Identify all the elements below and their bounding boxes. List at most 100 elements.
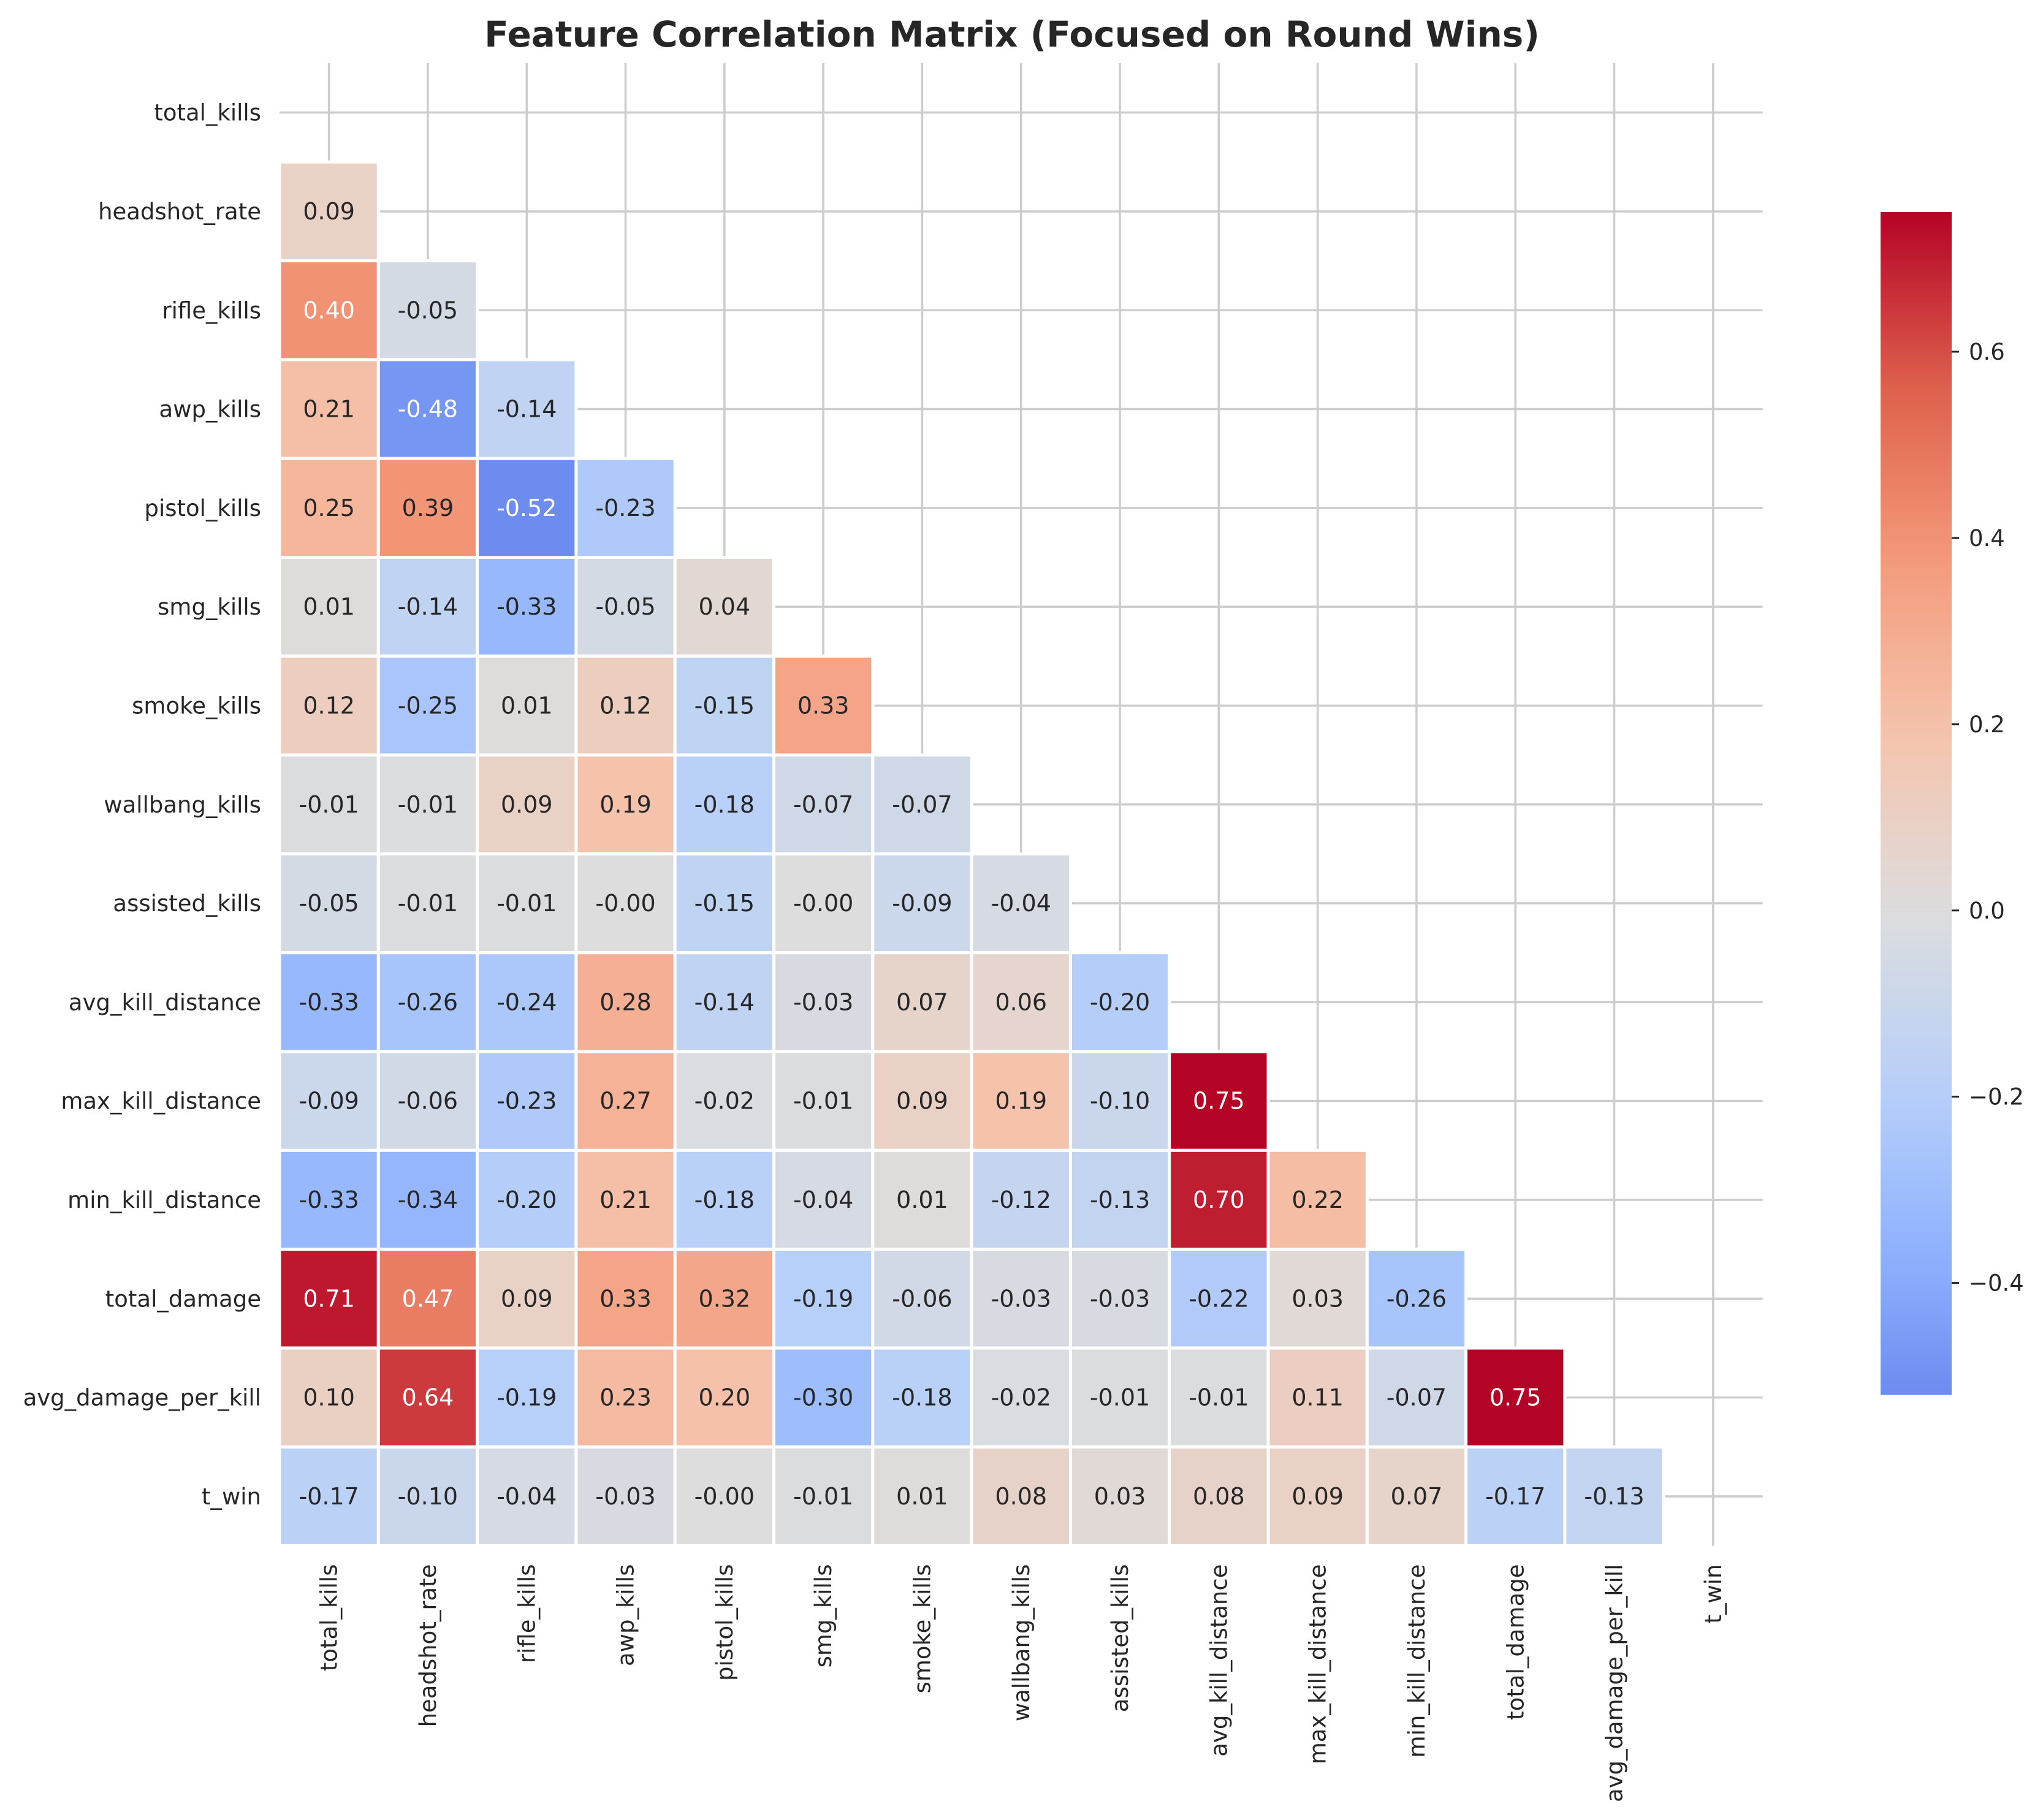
heatmap-cell (871, 1346, 973, 1449)
cell-value-label: -0.12 (991, 1186, 1051, 1213)
heatmap-cell (1068, 951, 1171, 1053)
cell-value-label: 0.20 (699, 1384, 751, 1411)
cell-value-label: 0.01 (303, 593, 355, 620)
cell-value-label: -0.14 (694, 988, 755, 1015)
colorbar-tick-label: 0.2 (1969, 711, 2005, 738)
cell-value-label: -0.01 (793, 1088, 853, 1115)
cell-value-label: 0.33 (599, 1285, 652, 1312)
cell-value-label: -0.10 (398, 1483, 458, 1510)
cell-value-label: -0.07 (793, 791, 853, 818)
cell-value-label: -0.23 (496, 1088, 557, 1115)
cell-value-label: 0.21 (303, 396, 355, 423)
heatmap-cell (574, 457, 677, 559)
colorbar-tick-label: 0.6 (1969, 339, 2005, 365)
cell-value-label: 0.11 (1292, 1384, 1344, 1411)
y-tick-label: rifle_kills (162, 297, 261, 324)
cell-value-label: 0.06 (995, 988, 1047, 1015)
heatmap-cell (1168, 1346, 1270, 1449)
cell-value-label: -0.06 (892, 1285, 952, 1312)
heatmap-cell (871, 1050, 973, 1152)
heatmap-cell (278, 160, 380, 263)
cell-value-label: 0.12 (303, 692, 355, 719)
cell-value-label: -0.25 (398, 692, 458, 719)
heatmap-cell (1266, 1445, 1369, 1547)
cell-value-label: 0.01 (501, 692, 553, 719)
cell-value-label: -0.15 (694, 890, 755, 917)
heatmap-cell (574, 1148, 677, 1251)
cell-value-label: -0.09 (299, 1088, 359, 1115)
heatmap-cell (376, 1050, 479, 1152)
x-tick-label: avg_kill_distance (1206, 1564, 1232, 1757)
chart-title: Feature Correlation Matrix (Focused on R… (484, 13, 1540, 55)
x-tick-label: awp_kills (613, 1564, 639, 1666)
heatmap-cell (970, 1445, 1072, 1547)
cell-value-label: 0.09 (1292, 1483, 1344, 1510)
x-tick-label: t_win (1700, 1564, 1727, 1624)
cell-value-label: -0.13 (1090, 1186, 1150, 1213)
cell-value-label: -0.07 (1387, 1384, 1447, 1411)
heatmap-cell (871, 852, 973, 955)
heatmap-cell (871, 1445, 973, 1547)
cell-value-label: -0.18 (694, 791, 755, 818)
heatmap-cell (376, 358, 479, 460)
cell-value-label: -0.18 (694, 1186, 755, 1213)
cell-value-label: 0.07 (896, 988, 948, 1015)
y-tick-label: smg_kills (158, 594, 261, 620)
cell-value-label: 0.03 (1292, 1285, 1344, 1312)
heatmap-cell (772, 951, 875, 1053)
cell-value-label: -0.15 (694, 692, 755, 719)
cell-value-label: 0.22 (1292, 1186, 1344, 1213)
heatmap-cell (871, 753, 973, 855)
cell-value-label: 0.28 (599, 988, 652, 1015)
cell-value-label: -0.03 (1090, 1285, 1150, 1312)
heatmap-cell (278, 1445, 380, 1547)
heatmap-cell (772, 1346, 875, 1449)
cell-value-label: -0.01 (1090, 1384, 1150, 1411)
cell-value-label: 0.19 (995, 1088, 1047, 1115)
y-tick-label: assisted_kills (113, 890, 261, 917)
x-tick-label: smoke_kills (909, 1564, 935, 1694)
y-tick-label: t_win (202, 1484, 261, 1510)
cell-value-label: 0.33 (797, 692, 850, 719)
cell-value-label: -0.05 (398, 297, 458, 324)
cell-value-label: 0.27 (599, 1088, 652, 1115)
x-tick-label: avg_damage_per_kill (1602, 1564, 1628, 1802)
cell-value-label: -0.19 (496, 1384, 557, 1411)
cell-value-label: -0.26 (398, 988, 458, 1015)
y-tick-label: smoke_kills (132, 692, 261, 719)
heatmap-cell (1168, 1050, 1270, 1152)
cell-value-label: -0.05 (595, 593, 655, 620)
heatmap-cell (476, 358, 578, 460)
heatmap-cell (574, 1445, 677, 1547)
cell-value-label: 0.07 (1391, 1483, 1443, 1510)
heatmap-cell (278, 358, 380, 460)
colorbar-tick-label: 0.0 (1969, 898, 2005, 924)
cell-value-label: -0.17 (1485, 1483, 1545, 1510)
cell-value-label: -0.33 (496, 593, 557, 620)
cell-value-label: -0.20 (1090, 988, 1150, 1015)
heatmap-cell (1068, 1050, 1171, 1152)
cell-labels: 0.09 0.40 -0.05 0.21 -0.48 -0.14 0.25 0.39 -0.52… (299, 198, 1644, 1510)
cell-value-label: -0.18 (892, 1384, 952, 1411)
colorbar-tick-label: −0.4 (1969, 1270, 2024, 1297)
y-tick-label: wallbang_kills (104, 792, 261, 818)
cell-value-label: 0.47 (402, 1285, 454, 1312)
heatmap-cell (1365, 1445, 1468, 1547)
cell-value-label: -0.00 (694, 1483, 755, 1510)
heatmap-cell (376, 259, 479, 362)
y-axis-tick-labels: total_kills headshot_rate rifle_kills awp_k… (23, 100, 261, 1510)
cell-value-label: -0.33 (299, 1186, 359, 1213)
heatmap-cell (1266, 1346, 1369, 1449)
colorbar: −0.4 −0.2 0.0 0.2 0.4 0.6 (1881, 212, 2024, 1395)
cell-value-label: 0.04 (699, 593, 751, 620)
cell-value-label: -0.01 (793, 1483, 853, 1510)
cell-value-label: 0.21 (599, 1186, 652, 1213)
cell-value-label: 0.40 (303, 297, 355, 324)
cell-value-label: -0.48 (398, 396, 458, 423)
heatmap-cell (278, 753, 380, 855)
heatmap-cell (476, 951, 578, 1053)
cell-value-label: 0.64 (402, 1384, 454, 1411)
heatmap-cell (1464, 1445, 1567, 1547)
cell-value-label: -0.01 (496, 890, 557, 917)
